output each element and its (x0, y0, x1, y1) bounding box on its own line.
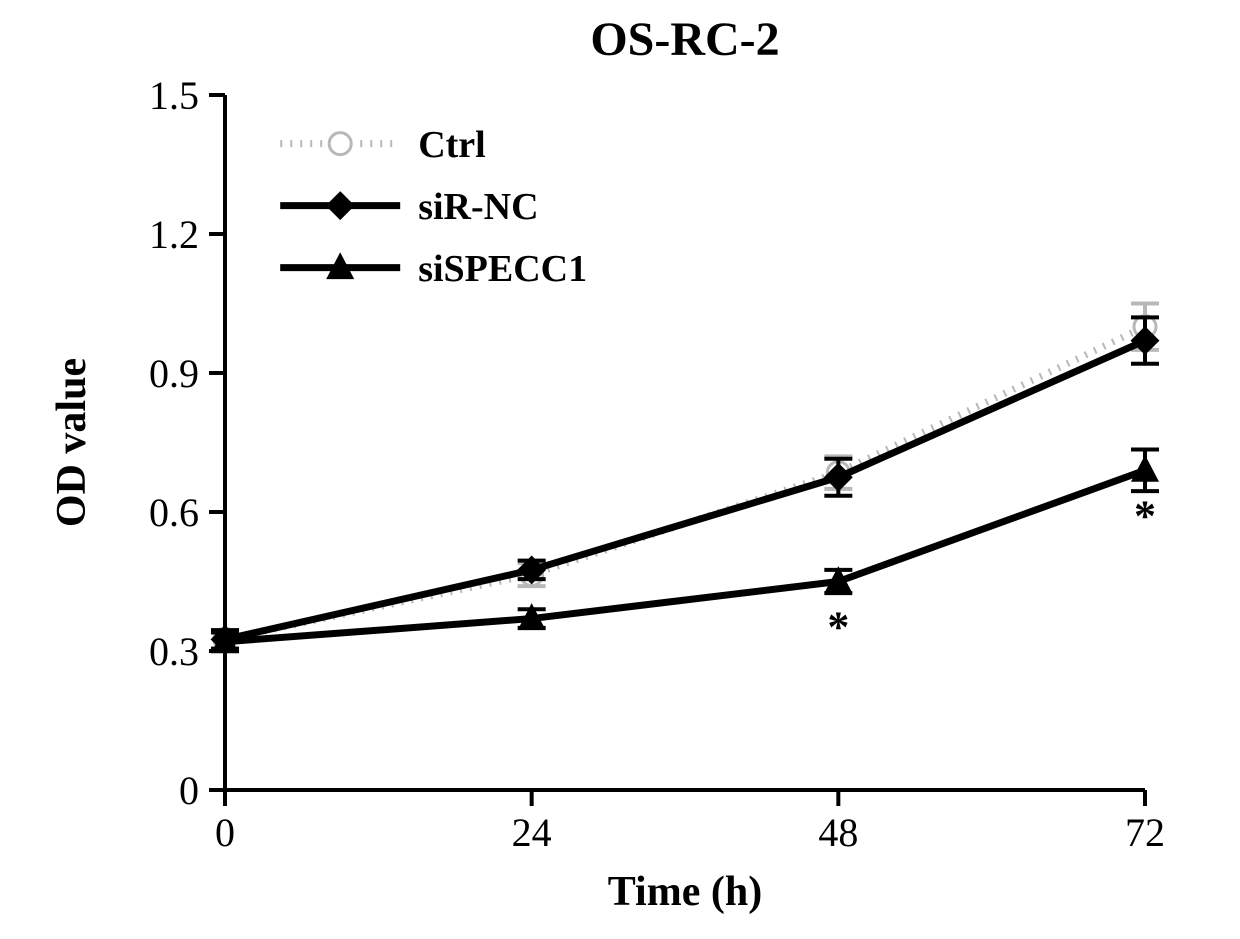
y-tick-label: 0.3 (149, 629, 199, 674)
x-tick-label: 0 (215, 810, 235, 855)
x-tick-label: 72 (1125, 810, 1165, 855)
legend-label: siR-NC (418, 186, 538, 228)
chart-title: OS-RC-2 (590, 13, 779, 66)
marker-circle-open (329, 133, 351, 155)
legend-label: siSPECC1 (418, 248, 587, 290)
significance-marker: * (1134, 492, 1156, 541)
y-tick-label: 1.5 (149, 73, 199, 118)
x-tick-label: 24 (512, 810, 552, 855)
y-tick-label: 0.6 (149, 490, 199, 535)
x-axis-label: Time (h) (608, 869, 762, 915)
y-tick-label: 0 (179, 768, 199, 813)
y-tick-label: 0.9 (149, 351, 199, 396)
line-chart-svg: OS-RC-2 0 0.3 0.6 0.9 1.2 1.5 0 24 48 72 OD value Ti… (0, 0, 1240, 939)
y-tick-label: 1.2 (149, 212, 199, 257)
significance-marker: * (827, 603, 849, 652)
chart-container: OS-RC-2 0 0.3 0.6 0.9 1.2 1.5 0 24 48 72 OD value Ti… (0, 0, 1240, 939)
x-tick-label: 48 (818, 810, 858, 855)
y-axis-label: OD value (49, 358, 95, 527)
legend-label: Ctrl (418, 124, 486, 166)
